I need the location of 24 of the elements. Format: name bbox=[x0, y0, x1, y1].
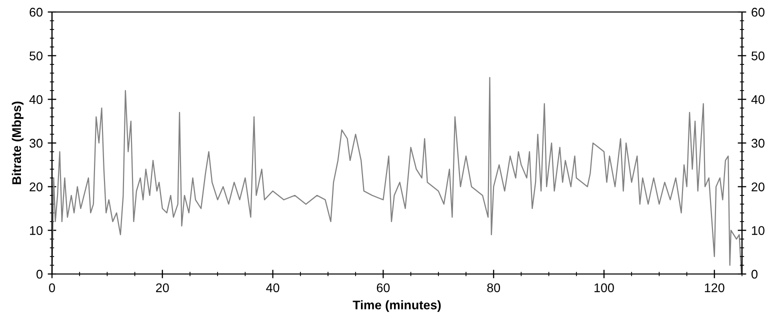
y-tick-label: 50 bbox=[30, 51, 42, 60]
y2-tick-label: 40 bbox=[751, 95, 764, 104]
y-tick-label: 0 bbox=[36, 270, 42, 279]
x-tick-label: 80 bbox=[487, 283, 500, 292]
x-tick-label: 20 bbox=[156, 283, 169, 292]
y2-tick-label: 10 bbox=[752, 226, 764, 235]
x-axis-title: Time (minutes) bbox=[352, 300, 441, 312]
x-tick-label: 40 bbox=[266, 283, 280, 292]
x-tick-label: 60 bbox=[376, 283, 390, 292]
y-axis-title: Bitrate (Mbps) bbox=[12, 102, 24, 184]
y2-tick-label: 0 bbox=[752, 270, 758, 279]
y-tick-label: 60 bbox=[30, 8, 42, 17]
x-tick-label: 120 bbox=[704, 283, 724, 292]
y2-tick-label: 60 bbox=[752, 8, 764, 17]
y-tick-label: 10 bbox=[30, 226, 42, 235]
y2-tick-label: 30 bbox=[752, 138, 764, 148]
y-tick-label: 40 bbox=[29, 95, 42, 104]
y2-tick-label: 50 bbox=[752, 51, 764, 60]
y-tick-label: 20 bbox=[30, 182, 42, 192]
x-tick-label: 0 bbox=[49, 283, 55, 292]
y2-tick-label: 20 bbox=[752, 182, 764, 192]
y-tick-label: 30 bbox=[30, 138, 42, 148]
x-tick-label: 100 bbox=[594, 283, 614, 292]
line-series bbox=[52, 76, 742, 274]
